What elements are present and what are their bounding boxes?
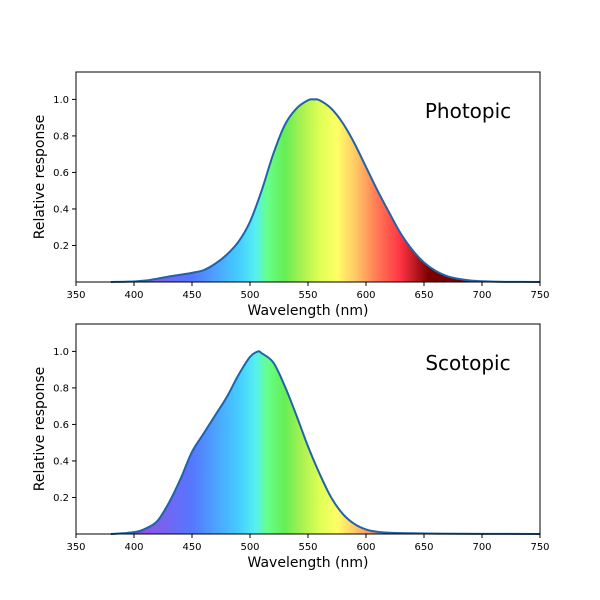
y-axis-ticks: 0.2 0.4 0.6 0.8 1.0 [53, 347, 76, 504]
y-axis-ticks: 0.2 0.4 0.6 0.8 1.0 [53, 95, 76, 252]
y-axis-label: Relative response [32, 115, 48, 240]
x-tick-label: 400 [124, 542, 143, 553]
x-axis-label: Wavelength (nm) [248, 555, 369, 571]
chart-scotopic: 350 400 450 500 550 600 650 700 750 0.2 0.4 0.6 0.8… [32, 323, 550, 571]
x-tick-label: 750 [530, 542, 549, 553]
x-axis-ticks: 350 400 450 500 550 600 650 700 750 [66, 282, 550, 301]
x-tick-label: 500 [240, 542, 259, 553]
x-tick-label: 350 [66, 290, 85, 301]
x-tick-label: 650 [414, 542, 433, 553]
y-tick-label: 0.8 [53, 131, 69, 142]
y-tick-label: 0.6 [53, 420, 69, 431]
x-tick-label: 600 [356, 290, 375, 301]
x-tick-label: 750 [530, 290, 549, 301]
x-tick-label: 700 [472, 290, 491, 301]
x-tick-label: 600 [356, 542, 375, 553]
panel-annotation: Photopic [425, 99, 511, 123]
y-tick-label: 1.0 [53, 95, 69, 106]
x-tick-label: 450 [182, 290, 201, 301]
response-curve [110, 98, 541, 283]
plot-frame [75, 71, 541, 283]
x-axis-ticks: 350 400 450 500 550 600 650 700 750 [66, 534, 550, 553]
y-axis-label: Relative response [32, 367, 48, 492]
response-area [110, 99, 541, 282]
y-tick-label: 1.0 [53, 347, 69, 358]
x-tick-label: 350 [66, 542, 85, 553]
x-tick-label: 550 [298, 542, 317, 553]
chart-photopic: 350 400 450 500 550 600 650 700 750 0.2 0.4 0.6 0.8… [32, 71, 550, 319]
x-tick-label: 700 [472, 542, 491, 553]
x-axis-label: Wavelength (nm) [248, 303, 369, 319]
x-tick-label: 550 [298, 290, 317, 301]
x-tick-label: 400 [124, 290, 143, 301]
response-area [110, 351, 541, 534]
x-tick-label: 650 [414, 290, 433, 301]
plot-frame [75, 323, 541, 535]
y-tick-label: 0.4 [53, 456, 69, 467]
y-tick-label: 0.2 [53, 493, 69, 504]
y-tick-label: 0.4 [53, 204, 69, 215]
y-tick-label: 0.2 [53, 241, 69, 252]
response-curve [110, 350, 541, 535]
x-tick-label: 500 [240, 290, 259, 301]
y-tick-label: 0.6 [53, 168, 69, 179]
panel-annotation: Scotopic [425, 351, 510, 375]
x-tick-label: 450 [182, 542, 201, 553]
y-tick-label: 0.8 [53, 383, 69, 394]
